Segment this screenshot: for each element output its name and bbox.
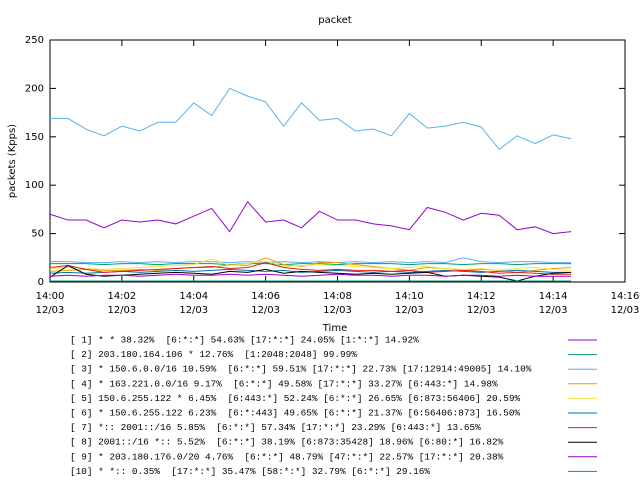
series-line [49,264,572,282]
series-line [50,257,572,264]
y-axis-label: packets (Kpps) [7,124,18,198]
series-line [49,200,572,235]
series-line [49,262,572,275]
y-tick-label: 250 [25,35,44,46]
x-tick-label: 14:10 12/03 [395,291,424,316]
x-tick-label: 14:14 12/03 [539,291,568,316]
y-tick-label: 0 [38,277,44,288]
legend-label: [ 4] * 163.221.0.0/16 9.17% [6:*:*] 49.5… [70,378,498,389]
chart-title: packet [318,15,352,26]
legend-label: [10] * *:: 0.35% [17:*:*] 35.47% [58:*:*… [70,466,430,477]
x-axis-label: Time [322,323,347,334]
legend-label: [ 1] * * 38.32% [6:*:*] 54.63% [17:*:*] … [70,334,419,345]
y-tick-label: 100 [25,180,44,191]
legend-label: [ 6] * 150.6.255.122 6.23% [6:*:443] 49.… [70,407,520,418]
legend-label: [ 2] 203.180.164.106 * 12.76% [1:2048:20… [70,349,357,360]
x-tick-label: 14:04 12/03 [179,291,208,316]
x-tick-label: 14:12 12/03 [467,291,496,316]
legend-label: [ 7] *:: 2001::/16 5.85% [6:*:*] 57.34% … [70,422,481,433]
series-line [49,258,572,271]
y-tick-label: 50 [31,229,44,240]
y-tick-label: 200 [25,83,44,94]
x-tick-label: 14:06 12/03 [251,291,280,316]
x-tick-label: 14:08 12/03 [323,291,352,316]
legend-label: [ 8] 2001::/16 *:: 5.52% [6:*:*] 38.19% … [70,437,504,448]
x-tick-label: 14:00 12/03 [36,291,65,316]
series-line [49,273,572,277]
series-line [50,87,572,151]
legend-label: [ 5] 150.6.255.122 * 6.45% [6:443:*] 52.… [70,393,520,404]
legend-label: [ 3] * 150.6.0.0/16 10.59% [6:*:*] 59.51… [70,364,532,375]
series-line [50,263,572,266]
plot-border [49,39,626,283]
x-tick-label: 14:02 12/03 [107,291,136,316]
legend-label: [ 9] * 203.180.176.0/20 4.76% [6:*:*] 48… [70,451,504,462]
x-tick-label: 14:16 12/03 [611,291,640,316]
y-tick-label: 150 [25,132,44,143]
